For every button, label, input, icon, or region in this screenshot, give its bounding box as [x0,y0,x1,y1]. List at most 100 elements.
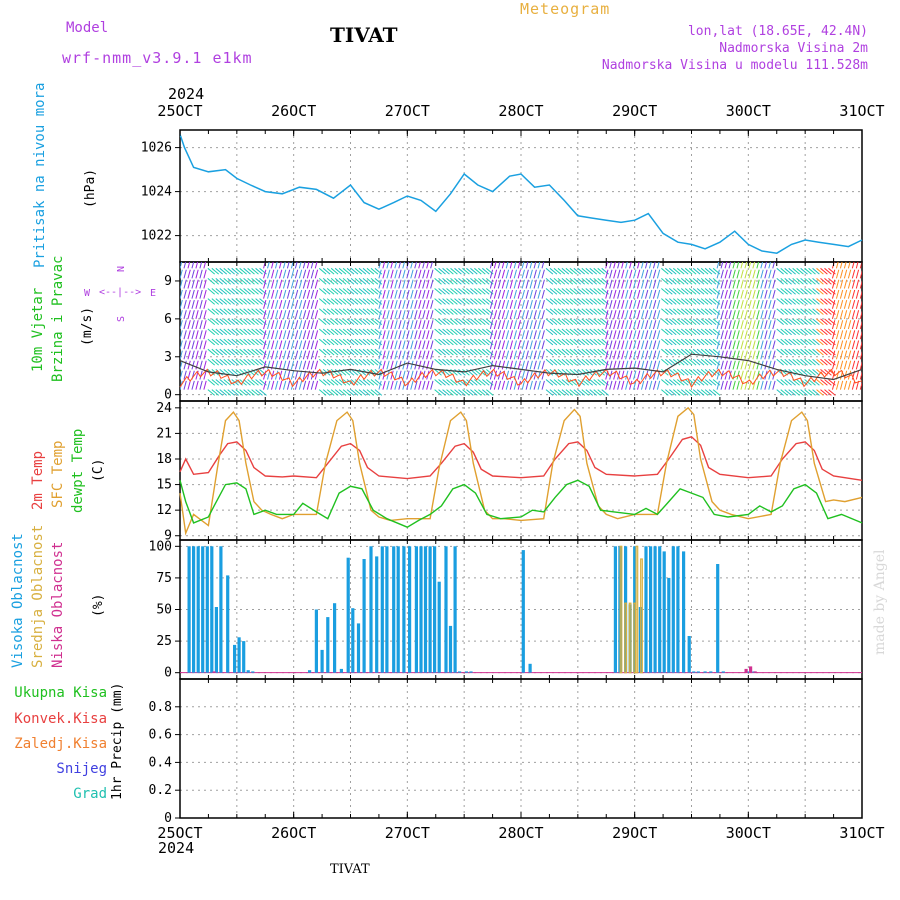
wind-barb [482,358,490,366]
wind-barb [294,269,299,279]
wind-barb [354,338,363,346]
wind-barb [501,340,506,350]
wind-barb [569,298,578,305]
wind-barb [219,288,228,295]
wind-barb [740,370,744,380]
wind-barb [330,328,339,336]
wind-barb [497,370,502,380]
wind-barb [346,338,355,346]
wind-barb [251,267,259,275]
wind-barb [851,350,856,360]
wind-barb [286,310,291,319]
wind-barb [251,288,259,295]
wind-barb [509,262,513,269]
wind-barb [669,338,677,346]
wind-barb [521,330,525,340]
wind-barb [609,289,613,299]
wind-barb [788,308,796,315]
wind-barb [478,267,486,275]
wind-barb [302,320,307,330]
wind-barb [553,328,562,336]
wind-barb [354,379,363,386]
wind-barb [855,330,860,340]
wind-barb [652,299,657,309]
wind-barb [493,262,497,269]
wind-barb [644,340,649,350]
wind-barb [613,279,617,289]
wind-barb [644,380,649,390]
wind-barb [644,262,648,269]
high-cloud-bar [408,546,412,673]
wind-barb [859,350,862,360]
wind-barb [760,310,764,319]
wind-barb [684,369,693,376]
wind-barb [676,338,685,346]
wind-barb [652,320,657,330]
wind-barb [756,340,760,350]
wind-barb [585,267,594,275]
wind-barb [517,380,521,390]
wind-barb [537,330,541,340]
wind-barb [720,310,724,319]
wind-barb [760,320,764,330]
wind-barb [382,380,386,390]
wind-barb [672,369,681,376]
wind-barb [764,262,767,269]
wind-barb [573,358,582,366]
wind-barb [274,320,279,330]
wind-barb [768,279,772,289]
wind-barb [466,267,474,275]
wind-barb [744,350,748,360]
wind-barb [796,267,804,275]
wind-barb [513,340,517,350]
wind-barb [282,360,287,370]
wind-barb [466,358,474,366]
wind-barb [665,328,673,336]
wind-barb [684,278,693,285]
wind-barb [227,358,235,366]
wind-barb [669,288,677,295]
wind-barb [780,389,788,396]
wind-barb [589,358,598,366]
wind-barb [609,330,613,340]
bottom-year-label: 2024 [158,839,194,857]
wind-barb [338,267,347,275]
high-cloud-bar [703,671,707,673]
wind-barb [442,379,450,386]
wind-barb [306,340,311,350]
elevation-label: Nadmorska Visina 2m [719,41,868,56]
wind-barb [382,299,386,309]
wind-barb [605,380,609,390]
wind-barb [278,340,283,350]
y-tick-label: 1024 [141,185,172,200]
wind-barb [350,318,359,325]
wind-barb [549,278,558,285]
wind-barb [334,338,343,346]
wind-barb [446,328,454,336]
wind-barb [680,369,689,376]
wind-barb [346,389,355,396]
wind-barb [644,310,649,319]
wind-barb [855,262,859,269]
wind-barb [859,270,862,279]
wind-barb [672,328,681,336]
y-tick-label: 0 [164,811,172,826]
wind-barb [545,369,554,376]
wind-barb [672,278,681,285]
wind-barb [684,328,693,336]
wind-barb [462,278,470,285]
wind-barb [474,267,482,275]
wind-barb [314,279,319,289]
wind-barb [466,338,474,346]
wind-barb [629,330,633,340]
wind-barb [223,308,232,315]
wind-barb [525,340,529,350]
wind-barb [322,318,331,325]
wind-barb [434,369,442,376]
wind-barb [676,308,685,315]
wind-barb [843,310,848,319]
wind-barb [820,348,828,356]
wind-barb [676,267,685,275]
wind-barb [549,308,558,315]
